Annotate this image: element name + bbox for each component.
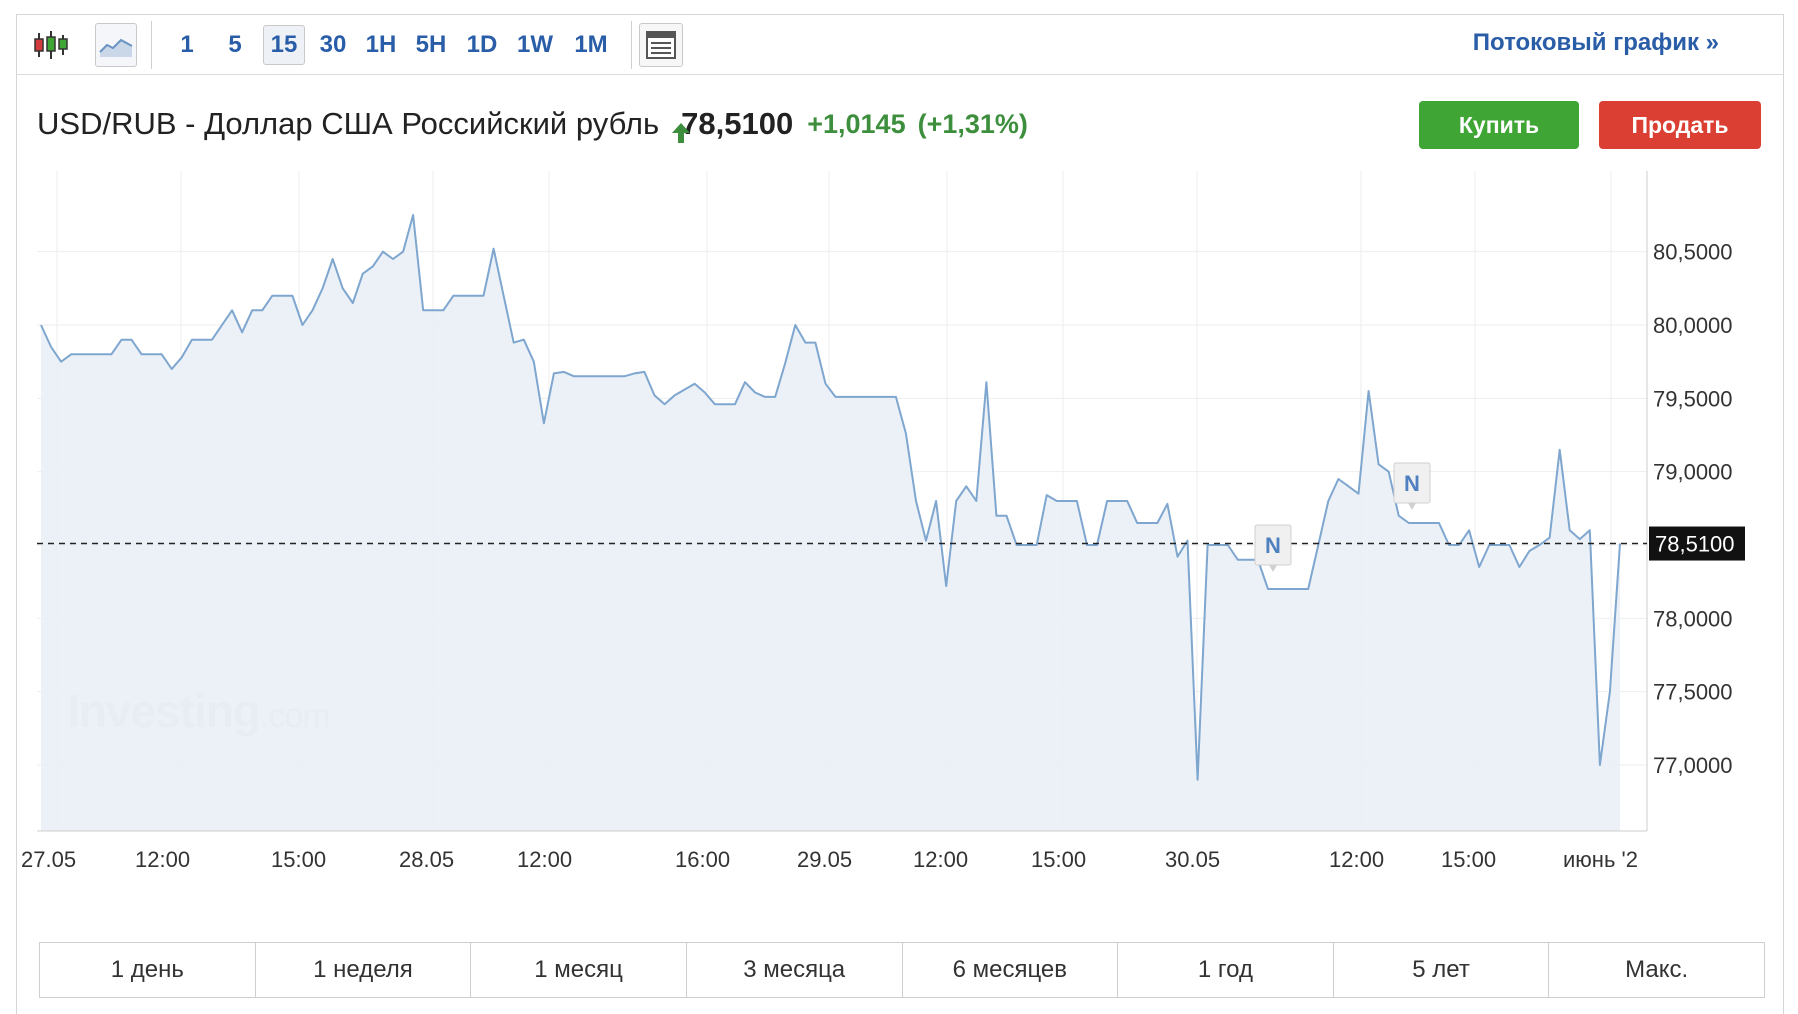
chart-toolbar: 1 5 15 30 1H 5H 1D 1W 1M Потоковый графи… <box>17 15 1783 75</box>
streaming-chart-link[interactable]: Потоковый график » <box>1472 29 1719 56</box>
sell-button[interactable]: Продать <box>1599 101 1761 149</box>
buy-button[interactable]: Купить <box>1419 101 1579 149</box>
price-chart[interactable]: Investing.com80,500080,000079,500079,000… <box>17 15 1783 915</box>
x-tick-label: 12:00 <box>1329 847 1384 872</box>
price-line <box>40 214 1621 781</box>
last-price-tag-label: 78,5100 <box>1655 532 1735 557</box>
x-tick-label: 27.05 <box>21 847 76 872</box>
y-tick-label: 80,5000 <box>1653 240 1733 265</box>
toolbar-divider <box>631 21 632 69</box>
y-tick-label: 79,0000 <box>1653 460 1733 485</box>
x-tick-label: 15:00 <box>1031 847 1086 872</box>
news-layout-icon[interactable] <box>639 23 683 67</box>
news-marker-label: N <box>1265 533 1281 558</box>
timeframe-1h-button[interactable]: 1H <box>365 31 397 58</box>
y-tick-label: 79,5000 <box>1653 386 1733 411</box>
x-tick-label: 12:00 <box>135 847 190 872</box>
news-marker-pointer <box>1408 503 1416 510</box>
timeframe-1-button[interactable]: 1 <box>180 31 194 58</box>
toolbar-divider <box>151 21 152 69</box>
instrument-title: USD/RUB - Доллар США Российский рубль <box>37 106 660 141</box>
x-tick-label: 15:00 <box>1441 847 1496 872</box>
x-tick-label: 28.05 <box>399 847 454 872</box>
price-change: +1,0145 <box>807 108 906 139</box>
timeframe-5-button[interactable]: 5 <box>228 31 242 58</box>
range-1-week-button[interactable]: 1 неделя <box>255 943 472 997</box>
range-max-button[interactable]: Макс. <box>1549 943 1764 997</box>
timeframe-1m-button[interactable]: 1M <box>574 31 608 58</box>
y-tick-label: 77,0000 <box>1653 753 1733 778</box>
timeframe-1d-button[interactable]: 1D <box>466 31 498 58</box>
price-area <box>41 215 1620 831</box>
timeframe-15-button[interactable]: 15 <box>263 25 305 65</box>
candlestick-chart-icon[interactable] <box>31 23 71 67</box>
y-tick-label: 80,0000 <box>1653 313 1733 338</box>
chart-widget: 1 5 15 30 1H 5H 1D 1W 1M Потоковый графи… <box>16 14 1784 1014</box>
range-selector: 1 день 1 неделя 1 месяц 3 месяца 6 месяц… <box>39 942 1765 998</box>
price-change-percent: (+1,31%) <box>917 108 1028 139</box>
news-marker-pointer <box>1269 565 1277 572</box>
x-tick-label: 30.05 <box>1165 847 1220 872</box>
range-1-year-button[interactable]: 1 год <box>1118 943 1334 997</box>
range-1-day-button[interactable]: 1 день <box>40 943 256 997</box>
area-chart-icon[interactable] <box>95 23 137 67</box>
x-tick-label: июнь '2 <box>1563 847 1638 872</box>
x-tick-label: 12:00 <box>517 847 572 872</box>
x-tick-label: 16:00 <box>675 847 730 872</box>
last-price: 78,5100 <box>681 106 794 141</box>
y-tick-label: 77,5000 <box>1653 680 1733 705</box>
x-tick-label: 12:00 <box>913 847 968 872</box>
instrument-header: USD/RUB - Доллар США Российский рубль 78… <box>37 99 1028 149</box>
timeframe-1w-button[interactable]: 1W <box>517 31 553 58</box>
range-6-months-button[interactable]: 6 месяцев <box>902 943 1119 997</box>
timeframe-5h-button[interactable]: 5H <box>415 31 447 58</box>
last-price-tag <box>1649 526 1745 561</box>
y-tick-label: 78,0000 <box>1653 606 1733 631</box>
range-3-months-button[interactable]: 3 месяца <box>686 943 903 997</box>
x-tick-label: 15:00 <box>271 847 326 872</box>
timeframe-30-button[interactable]: 30 <box>319 31 347 58</box>
range-1-month-button[interactable]: 1 месяц <box>471 943 687 997</box>
news-marker-label: N <box>1404 471 1420 496</box>
x-tick-label: 29.05 <box>797 847 852 872</box>
range-5-years-button[interactable]: 5 лет <box>1333 943 1550 997</box>
